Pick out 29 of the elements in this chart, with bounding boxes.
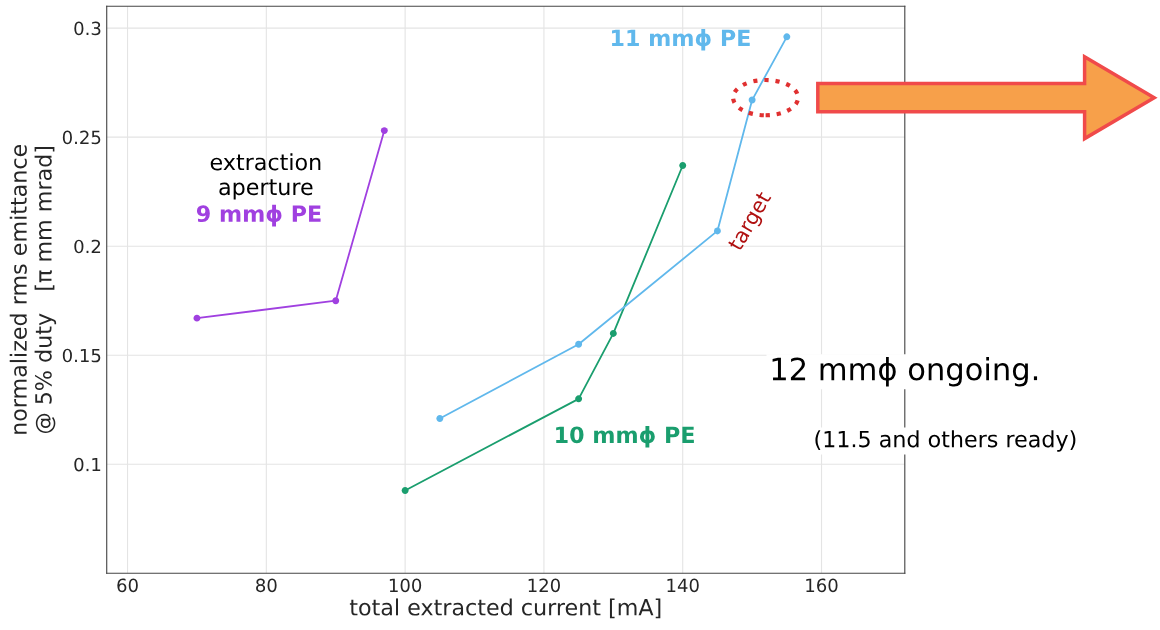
annotation: extraction aperture (210, 153, 321, 200)
y-tick-label: 0.2 (74, 239, 101, 254)
point (332, 297, 340, 305)
x-tick-label: 120 (528, 578, 560, 593)
y-tick-label: 0.25 (62, 130, 101, 145)
x-tick-label: 60 (117, 578, 138, 593)
point (575, 395, 583, 403)
annotation: (11.5 and others ready) (815, 430, 1076, 452)
point (436, 414, 444, 422)
point (575, 340, 583, 348)
series-label: 9 mmϕ PE (196, 204, 321, 227)
y-tick-label: 0.1 (74, 457, 101, 472)
point (401, 486, 409, 494)
point (713, 227, 721, 235)
series-label: 11 mmϕ PE (612, 29, 750, 51)
y-tick-label: 0.3 (74, 21, 101, 36)
point (609, 329, 617, 337)
x-tick-label: 100 (389, 578, 422, 593)
series-label: 10 mmϕ PE (556, 426, 694, 448)
y-axis-title: normalized rms emittance @ 5% duty [π mm mrad] (9, 144, 57, 434)
annotation: 12 mmϕ ongoing. (772, 356, 1038, 387)
x-tick-label: 160 (806, 578, 838, 593)
x-axis-title: total extracted current [mA] (349, 598, 661, 619)
point (380, 127, 388, 135)
x-tick-label: 140 (667, 578, 699, 593)
y-tick-label: 0.15 (62, 348, 101, 363)
point (679, 162, 687, 169)
x-tick-label: 80 (256, 578, 277, 593)
point (783, 33, 791, 41)
